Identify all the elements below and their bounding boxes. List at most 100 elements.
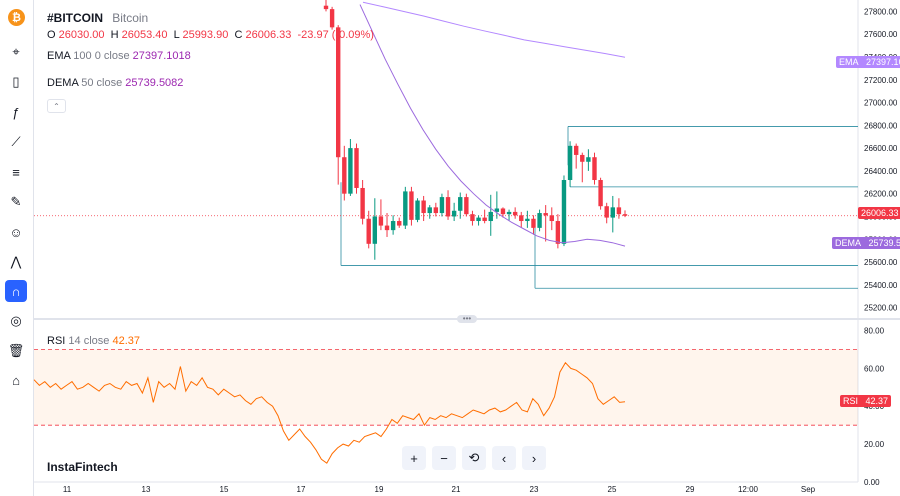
time-tick-label: 13 [142,485,151,494]
candle-body [543,213,548,216]
pattern-icon[interactable]: ⋀ [10,254,22,269]
candle-body [580,154,585,162]
zoom-out-button[interactable]: − [432,446,456,470]
candle-body [372,216,378,244]
magnet-icon[interactable]: ∩ [5,280,27,302]
candle-body [610,207,615,218]
scroll-left-button[interactable]: ‹ [492,446,516,470]
candle-body [512,211,518,216]
candle-body [439,197,445,214]
candle-body [567,145,573,181]
time-tick-label: 17 [297,485,306,494]
symbol-name: Bitcoin [112,11,149,25]
candle-body [494,208,500,212]
candle-body [616,207,622,215]
price-tick-label: 27800.00 [864,7,898,16]
reset-chart-button[interactable]: ⟲ [462,446,486,470]
pane-resize-handle[interactable]: ••• [457,315,477,323]
collapse-legend-button[interactable]: ⌃ [47,99,66,113]
time-tick-label: 11 [63,485,72,494]
time-tick-label: 21 [452,485,461,494]
dema-value: 25739.5082 [125,77,184,89]
candle-body [342,157,347,194]
price-axis-tag: 26006.33 [858,207,900,219]
dema-line [359,4,626,247]
high-value: 26053.40 [121,29,168,41]
candle-body [427,207,432,214]
zoom-controls: + − ⟲ ‹ › [402,446,546,470]
rsi-axis-tag: RSI 42.37 [840,395,892,407]
candle-body [482,217,487,222]
candle-body [555,221,561,244]
candle-body [464,197,469,215]
rsi-name: RSI [47,335,66,347]
rsi-legend[interactable]: RSI 14 close 42.37 [47,335,140,347]
candle-body [354,148,359,188]
ema-line [362,1,626,58]
ema-legend[interactable]: EMA 100 0 close 27397.1018 [47,50,191,62]
candle-body [421,200,426,214]
price-tick-label: 27200.00 [864,76,898,85]
chart-header: #BITCOIN Bitcoin [47,11,148,25]
candle-body [561,180,567,244]
time-tick-label: 29 [686,485,695,494]
price-tick-label: 26600.00 [864,144,898,153]
candle-body [476,217,481,222]
dema-name: DEMA [47,77,79,89]
ema-value: 27397.1018 [132,50,191,62]
scroll-right-button[interactable]: › [522,446,546,470]
price-tick-label: 26800.00 [864,121,898,130]
fib-icon[interactable]: ≡ [12,164,20,180]
candle-body [488,211,493,222]
price-tick-label: 25600.00 [864,258,898,267]
brush-icon[interactable]: ✎ [10,194,22,209]
high-label: H [110,29,119,41]
candles-icon[interactable]: ▯ [12,74,20,89]
price-tick-label: 26400.00 [864,167,898,176]
candle-body [348,148,353,194]
dema-legend[interactable]: DEMA 50 close 25739.5082 [47,77,183,89]
crosshair-icon[interactable]: ⌖ [12,44,20,59]
time-tick-label: 15 [220,485,229,494]
candle-body [366,218,371,244]
trash-icon[interactable]: 🗑 [7,343,25,358]
candle-body [598,180,603,207]
price-tick-label: 25400.00 [864,281,898,290]
rsi-value: 42.37 [112,335,140,347]
candle-body [329,9,335,28]
rsi-params: 14 close [68,335,110,347]
open-value: 26030.00 [58,29,105,41]
trend-line-icon[interactable]: ⟋ [11,134,21,149]
drawing-toolbar: ₿ ⌖ ▯ ƒ ⟋ ≡ ✎ ☺ ⋀ ∩ ◎ 🗑 ⌂ [0,0,34,496]
candle-body [586,157,591,162]
ema-params: 100 0 close [73,50,130,62]
rsi-line [33,361,626,464]
bitcoin-logo-icon: ₿ [8,9,25,26]
watermark-logo: InstaFintech [47,460,118,474]
rsi-band [34,349,858,426]
ema-name: EMA [47,50,71,62]
eye-icon[interactable]: ◎ [10,313,22,328]
candle-body [622,214,628,216]
candle-body [470,214,475,222]
candle-body [445,197,451,217]
lock-icon[interactable]: ⌂ [12,372,20,388]
candle-body [409,191,414,220]
candle-body [415,200,420,220]
formula-icon[interactable]: ƒ [12,104,20,120]
candle-body [403,191,408,226]
candle-body [519,215,524,222]
time-tick-label: 25 [608,485,617,494]
rsi-tick-label: 20.00 [864,440,885,449]
time-tick-label: 23 [530,485,539,494]
candle-body [433,207,439,214]
time-tick-label: 12:00 [738,485,759,494]
zoom-in-button[interactable]: + [402,446,426,470]
low-value: 25993.90 [182,29,229,41]
emoji-icon[interactable]: ☺ [9,224,23,240]
rsi-tick-label: 60.00 [864,364,885,373]
candle-body [390,221,396,231]
price-tick-label: 27000.00 [864,99,898,108]
symbol-label[interactable]: #BITCOIN [47,11,104,25]
